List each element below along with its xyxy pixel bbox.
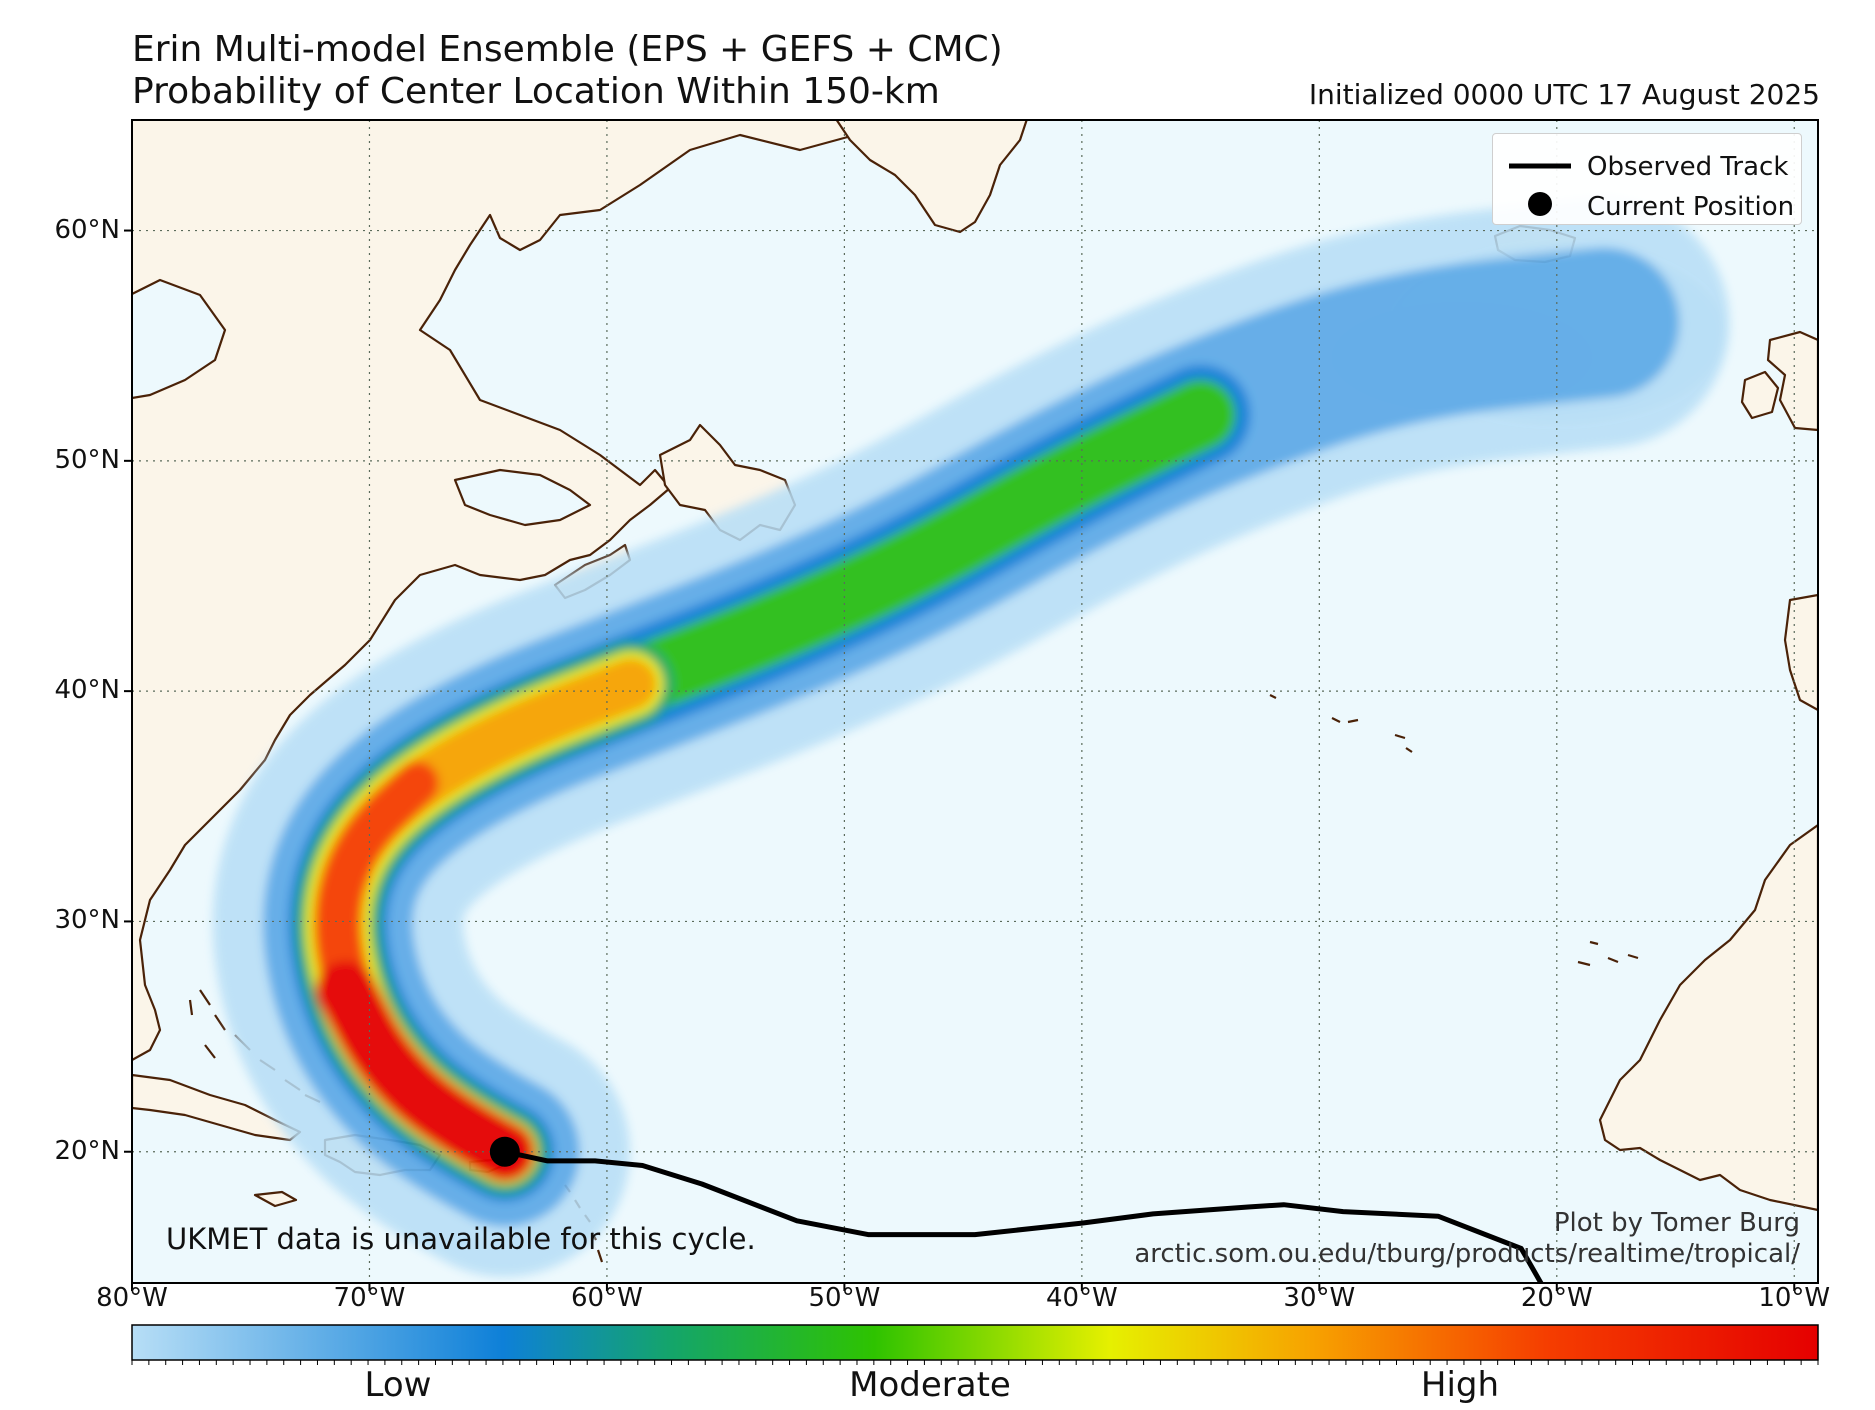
iberia [1783, 593, 1818, 712]
plot-credit: Plot by Tomer Burg [1553, 1208, 1800, 1238]
lon-label: 60°W [571, 1283, 643, 1313]
dot-icon [1528, 192, 1552, 216]
map-frame [131, 119, 1819, 1284]
jamaica [253, 1190, 298, 1208]
lon-label: 10°W [1758, 1283, 1831, 1313]
legend: Observed Track Current Position [1492, 133, 1802, 225]
greenland [835, 120, 1028, 234]
colorbar [131, 1324, 1819, 1361]
chart-subtitle: Probability of Center Location Within 15… [132, 71, 940, 112]
colorbar-label-low: Low [364, 1365, 432, 1405]
lat-label: 40°N [54, 675, 120, 706]
colorbar-label-moderate: Moderate [849, 1365, 1011, 1405]
graticule [132, 120, 1818, 1283]
legend-track-label: Observed Track [1587, 152, 1789, 182]
legend-item-position: Current Position [1493, 186, 1801, 226]
track-line-icon [1509, 163, 1571, 169]
probability-swath [212, 197, 1730, 1277]
legend-position-label: Current Position [1587, 192, 1795, 222]
chart-title: Erin Multi-model Ensemble (EPS + GEFS + … [132, 29, 1003, 70]
lon-label: 50°W [808, 1283, 881, 1313]
british-isles [1766, 330, 1818, 432]
lon-label: 30°W [1283, 1283, 1356, 1313]
lon-label: 40°W [1045, 1283, 1118, 1313]
canary-islands [1577, 940, 1639, 967]
observed-track-line [504, 1149, 1544, 1283]
init-time: Initialized 0000 UTC 17 August 2025 [1308, 78, 1820, 111]
lat-label: 20°N [54, 1135, 120, 1166]
probability-band [315, 960, 535, 1182]
north-america-land [132, 120, 860, 1062]
current-position-marker [489, 1136, 520, 1167]
hudson-bay [132, 278, 227, 400]
ireland [1740, 370, 1780, 420]
lon-label: 80°W [96, 1283, 168, 1313]
lat-label: 50°N [54, 444, 120, 475]
gulf-st-lawrence [453, 468, 592, 527]
lon-label: 70°W [333, 1283, 406, 1313]
ukmet-note: UKMET data is unavailable for this cycle… [166, 1222, 756, 1256]
azores [1269, 694, 1413, 753]
lat-label: 60°N [54, 214, 120, 245]
colorbar-label-high: High [1420, 1365, 1500, 1405]
source-url: arctic.som.ou.edu/tburg/products/realtim… [1134, 1239, 1800, 1269]
legend-item-track: Observed Track [1493, 146, 1801, 186]
lon-label: 20°W [1520, 1283, 1593, 1313]
lat-label: 30°N [54, 905, 120, 936]
